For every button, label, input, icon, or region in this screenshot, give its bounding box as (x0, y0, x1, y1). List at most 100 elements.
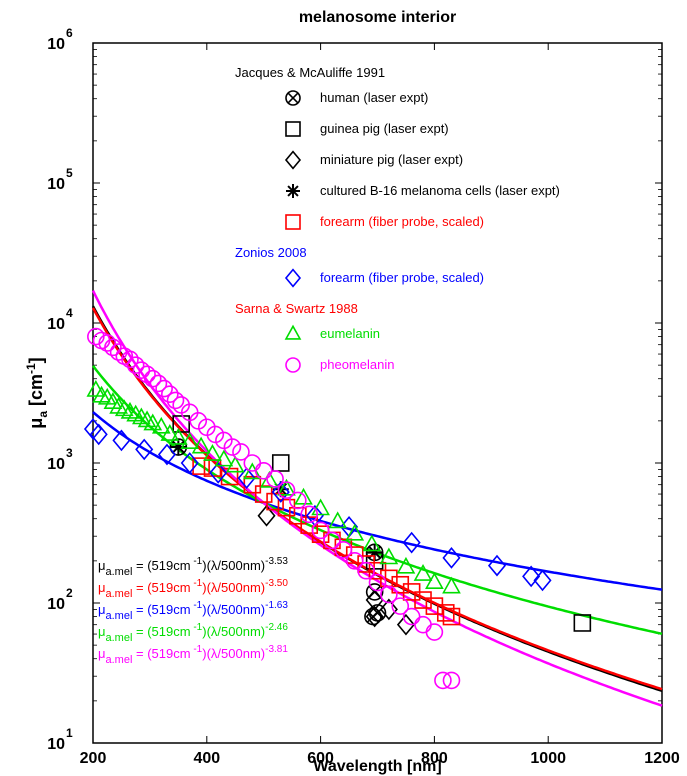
y-tick-label: 10 (47, 316, 65, 333)
data-point (214, 449, 234, 467)
data-point (311, 498, 330, 516)
data-point (345, 552, 364, 570)
data-point (573, 614, 592, 632)
legend-marker (286, 184, 300, 198)
data-point (289, 491, 307, 510)
legend-marker (285, 121, 301, 137)
x-tick-label: 1000 (530, 750, 566, 767)
series-6 (83, 418, 552, 592)
data-point (151, 416, 171, 434)
data-point (434, 671, 452, 690)
data-point (436, 604, 455, 622)
data-point (391, 575, 410, 594)
legend-label: miniature pig (laser expt) (320, 152, 463, 167)
data-point (380, 585, 398, 604)
data-point (180, 452, 199, 474)
data-point (138, 365, 156, 384)
data-point (277, 478, 296, 496)
legend-marker (284, 324, 302, 340)
data-point (442, 547, 461, 569)
legend-group-title: Zonios 2008 (235, 245, 307, 260)
data-point (109, 396, 128, 414)
data-point (203, 444, 222, 461)
data-point (402, 531, 421, 554)
fit-formula: μa.mel = (519cm -1)(λ/500nm)-3.53 (98, 556, 288, 578)
data-point (149, 374, 168, 393)
data-point (172, 415, 190, 433)
series-3 (257, 504, 415, 636)
data-point (323, 531, 341, 550)
data-point (209, 462, 228, 484)
y-axis-label-text: μa [cm-1] (24, 357, 50, 428)
legend-label: forearm (fiber probe, scaled) (320, 270, 484, 285)
fit-line-3 (92, 411, 663, 591)
legend-label: human (laser expt) (320, 90, 428, 105)
data-point (132, 361, 151, 380)
data-point (126, 356, 145, 374)
fit-formula: μa.mel = (519cm -1)(λ/500nm)-3.81 (98, 644, 288, 666)
data-point (257, 504, 276, 527)
data-point (89, 423, 108, 446)
legend-marker (284, 150, 302, 170)
data-point (425, 572, 444, 589)
legend-label: guinea pig (laser expt) (320, 121, 449, 136)
legend-group-title: Jacques & McAuliffe 1991 (235, 65, 385, 80)
data-point (104, 338, 122, 357)
data-point (414, 615, 432, 634)
data-point (425, 623, 444, 641)
data-point (300, 505, 319, 524)
legend-marker (285, 214, 301, 230)
data-point (396, 613, 415, 636)
legend-label: forearm (fiber probe, scaled) (320, 214, 484, 229)
data-point (368, 573, 387, 592)
data-point (271, 454, 290, 472)
y-tick-exponent: 4 (66, 306, 73, 320)
y-axis-label: μa [cm-1] (24, 357, 50, 428)
fit-formula: μa.mel = (519cm -1)(λ/500nm)-3.50 (98, 578, 288, 600)
legend: Jacques & McAuliffe 1991 human (laser exp… (235, 65, 560, 373)
data-point (379, 598, 398, 621)
data-point (345, 546, 364, 564)
data-point (311, 525, 330, 544)
data-point (168, 427, 188, 445)
x-axis-label: Wavelength [nm] (313, 758, 441, 775)
data-point (155, 379, 173, 398)
data-point (191, 436, 211, 454)
y-tick-label: 10 (47, 736, 65, 753)
y-tick-exponent: 2 (66, 586, 73, 600)
y-tick-label: 10 (47, 36, 65, 53)
data-point (442, 576, 461, 594)
data-markers (83, 327, 592, 690)
data-point (277, 481, 296, 499)
data-point (260, 470, 279, 488)
x-tick-label: 200 (80, 750, 107, 767)
y-tick-label: 10 (47, 596, 65, 613)
data-point (522, 565, 541, 588)
legend-label: pheomelanin (320, 357, 394, 372)
data-point (160, 423, 180, 441)
y-tick-exponent: 6 (66, 26, 73, 40)
data-point (396, 556, 416, 574)
y-tick-label: 10 (47, 176, 65, 193)
data-point (98, 334, 117, 352)
data-point (379, 547, 399, 565)
data-point (413, 563, 433, 581)
data-point (143, 413, 163, 431)
data-point (266, 470, 284, 488)
data-point (161, 385, 179, 404)
data-point (328, 511, 348, 529)
y-tick-exponent: 1 (66, 726, 73, 740)
data-point (345, 523, 365, 541)
legend-label: cultured B-16 melanoma cells (laser expt… (320, 183, 560, 198)
data-point (143, 369, 162, 388)
data-point (425, 597, 444, 615)
data-point (271, 481, 290, 503)
data-point (112, 429, 131, 452)
fit-formula: μa.mel = (519cm -1)(λ/500nm)-2.46 (98, 622, 288, 644)
x-tick-label: 400 (193, 750, 220, 767)
y-tick-exponent: 5 (66, 166, 73, 180)
data-point (357, 555, 375, 573)
fit-formula: μa.mel = (519cm -1)(λ/500nm)-1.63 (98, 600, 288, 622)
